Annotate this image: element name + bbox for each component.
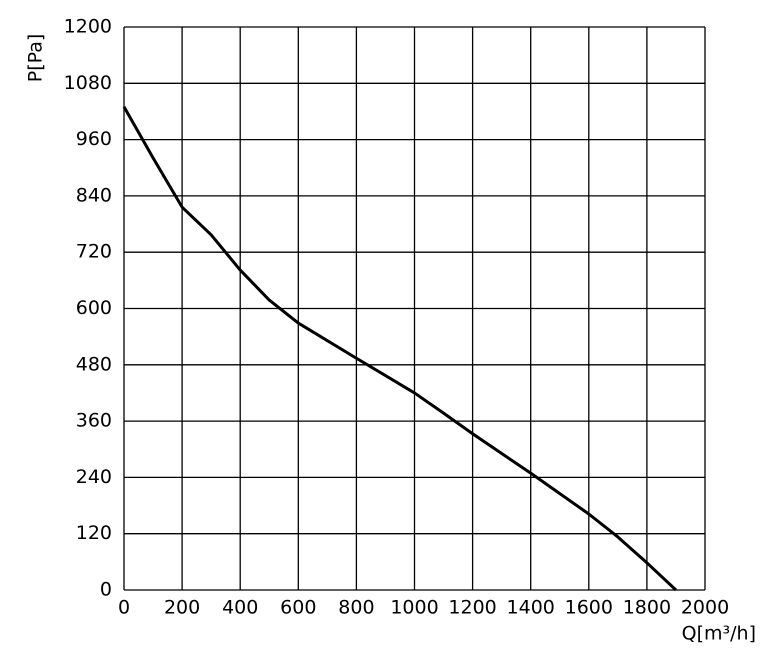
x-tick-label: 2000 — [681, 597, 729, 619]
y-tick-label: 240 — [76, 466, 112, 488]
y-tick-label: 480 — [76, 353, 112, 375]
x-tick-label: 400 — [222, 597, 258, 619]
x-tick-label: 1400 — [507, 597, 555, 619]
x-tick-label: 1000 — [390, 597, 438, 619]
x-tick-label: 1600 — [565, 597, 613, 619]
x-tick-label: 1800 — [623, 597, 671, 619]
y-tick-label: 720 — [76, 241, 112, 263]
y-tick-label: 960 — [76, 128, 112, 150]
x-tick-label: 0 — [118, 597, 130, 619]
curve — [122, 106, 677, 592]
x-tick-label: 1200 — [448, 597, 496, 619]
y-tick-label: 1080 — [64, 72, 112, 94]
y-tick-label: 600 — [76, 297, 112, 319]
y-tick-label: 120 — [76, 522, 112, 544]
x-tick-label: 200 — [164, 597, 200, 619]
x-tick-label: 800 — [338, 597, 374, 619]
y-axis-label: P[Pa] — [25, 34, 47, 83]
y-tick-label: 1200 — [64, 16, 112, 38]
y-tick-label: 360 — [76, 410, 112, 432]
y-tick-label: 0 — [100, 579, 112, 601]
y-tick-label: 840 — [76, 184, 112, 206]
x-tick-label: 600 — [280, 597, 316, 619]
x-axis-label: Q[m³/h] — [682, 623, 756, 645]
